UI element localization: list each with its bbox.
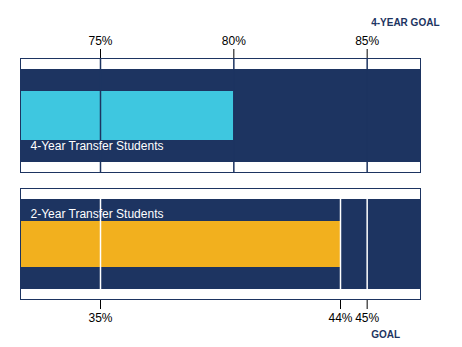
svg-text:4-YEAR GOAL: 4-YEAR GOAL xyxy=(371,17,439,28)
svg-text:45%: 45% xyxy=(355,311,379,325)
svg-text:35%: 35% xyxy=(88,311,112,325)
svg-text:80%: 80% xyxy=(222,34,246,48)
svg-text:44%: 44% xyxy=(328,311,352,325)
svg-text:4-Year Transfer Students: 4-Year Transfer Students xyxy=(31,139,164,153)
svg-text:2-Year Transfer Students: 2-Year Transfer Students xyxy=(31,207,164,221)
svg-text:GOAL: GOAL xyxy=(371,329,400,340)
svg-text:85%: 85% xyxy=(355,34,379,48)
svg-text:75%: 75% xyxy=(88,34,112,48)
